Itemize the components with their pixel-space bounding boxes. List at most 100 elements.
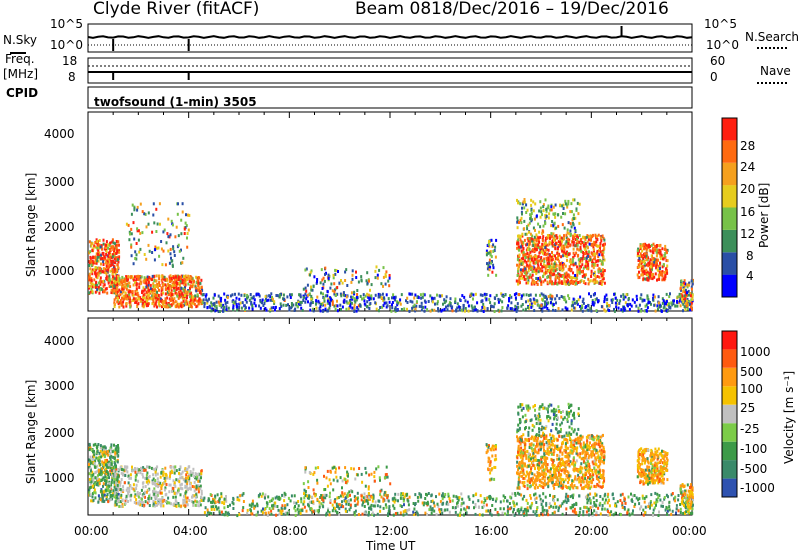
echo-cell xyxy=(639,252,642,256)
echo-cell xyxy=(538,240,541,244)
echo-cell xyxy=(550,205,553,209)
echo-cell xyxy=(103,448,106,452)
echo-cell xyxy=(134,290,137,293)
echo-cell xyxy=(350,301,353,305)
echo-cell xyxy=(305,267,308,271)
echo-cell xyxy=(643,270,646,273)
echo-cell xyxy=(88,444,91,448)
echo-cell xyxy=(111,278,114,282)
echo-cell xyxy=(193,302,196,306)
echo-cell xyxy=(96,449,99,453)
echo-cell xyxy=(339,494,342,498)
echo-cell xyxy=(567,202,570,206)
echo-cell xyxy=(431,308,434,312)
echo-cell xyxy=(525,300,527,304)
echo-cell xyxy=(129,498,132,502)
echo-cell xyxy=(572,271,574,275)
echo-cell xyxy=(97,255,100,259)
echo-cell xyxy=(530,258,533,261)
echo-cell xyxy=(544,268,547,272)
echo-cell xyxy=(679,286,682,290)
echo-cell xyxy=(395,308,397,312)
echo-cell xyxy=(550,224,553,228)
echo-cell xyxy=(556,236,559,240)
echo-cell xyxy=(96,474,99,478)
echo-cell xyxy=(203,496,206,500)
echo-cell xyxy=(540,282,543,286)
echo-cell xyxy=(416,300,418,304)
echo-cell xyxy=(657,273,660,277)
echo-cell xyxy=(323,297,326,301)
echo-cell xyxy=(600,305,603,309)
echo-cell xyxy=(337,270,339,273)
echo-cell xyxy=(542,280,545,284)
echo-cell xyxy=(368,298,371,302)
echo-cell xyxy=(482,310,485,313)
velocity-cbar-tick: -1000 xyxy=(740,481,775,495)
echo-cell xyxy=(353,292,356,296)
echo-cell xyxy=(182,298,185,302)
echo-cell xyxy=(563,237,566,240)
echo-cell xyxy=(539,276,542,280)
echo-cell xyxy=(537,270,540,274)
echo-cell xyxy=(171,263,174,267)
echo-cell xyxy=(144,490,147,494)
echo-cell xyxy=(551,302,554,306)
echo-cell xyxy=(535,248,538,252)
echo-cell xyxy=(343,293,345,297)
echo-cell xyxy=(173,491,176,495)
echo-cell xyxy=(97,259,100,263)
echo-cell xyxy=(520,241,523,245)
echo-cell xyxy=(541,229,544,233)
echo-cell xyxy=(684,512,687,515)
echo-cell xyxy=(182,498,185,502)
echo-cell xyxy=(408,309,411,313)
echo-cell xyxy=(546,297,548,301)
echo-cell xyxy=(128,486,131,490)
echo-cell xyxy=(105,470,108,473)
echo-cell xyxy=(322,276,325,280)
echo-cell xyxy=(369,288,371,292)
echo-cell xyxy=(99,471,102,475)
echo-cell xyxy=(595,493,598,497)
echo-cell xyxy=(588,292,590,296)
echo-cell xyxy=(264,307,267,310)
echo-cell xyxy=(115,482,118,486)
echo-cell xyxy=(227,306,230,310)
echo-cell xyxy=(181,261,184,265)
echo-cell xyxy=(126,297,129,301)
echo-cell xyxy=(138,500,141,503)
xtick: 16:00 xyxy=(474,524,509,538)
echo-cell xyxy=(134,280,137,284)
echo-cell xyxy=(323,496,326,499)
echo-cell xyxy=(578,270,581,274)
echo-cell xyxy=(125,496,128,500)
echo-cell xyxy=(112,247,115,251)
echo-cell xyxy=(313,492,316,496)
echo-cell xyxy=(148,504,151,507)
echo-cell xyxy=(561,204,564,208)
echo-cell xyxy=(350,280,353,284)
echo-cell xyxy=(165,301,168,305)
echo-cell xyxy=(135,487,138,491)
echo-cell xyxy=(260,494,263,498)
echo-cell xyxy=(137,229,140,233)
echo-cell xyxy=(159,222,161,226)
echo-cell xyxy=(668,295,671,299)
echo-cell xyxy=(413,507,416,511)
date-range: 18/Dec/2016 – 19/Dec/2016 xyxy=(431,0,669,19)
echo-cell xyxy=(157,294,160,297)
echo-cell xyxy=(432,297,434,301)
echo-cell xyxy=(121,505,124,508)
echo-cell xyxy=(413,296,416,300)
echo-cell xyxy=(588,280,591,284)
echo-cell xyxy=(189,276,192,280)
echo-cell xyxy=(114,473,117,477)
echo-cell xyxy=(101,257,104,260)
echo-cell xyxy=(105,479,108,483)
echo-cell xyxy=(552,236,555,240)
echo-cell xyxy=(125,282,128,286)
echo-cell xyxy=(593,503,596,507)
echo-cell xyxy=(193,279,195,283)
echo-cell xyxy=(556,256,559,260)
